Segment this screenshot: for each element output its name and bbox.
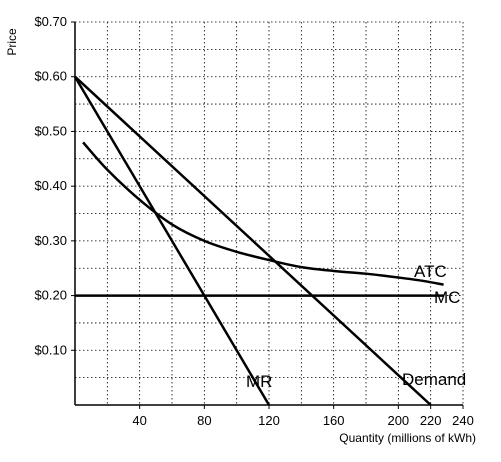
mc-label: MC [434,288,460,307]
tick-labels: $0.10 $0.20 $0.30 $0.40 $0.50 $0.60 $0.70 40 80 1… [34,14,473,428]
x-tick-label: 200 [387,413,409,428]
x-tick-label: 160 [323,413,345,428]
demand-label: Demand [402,370,466,389]
atc-label: ATC [414,262,447,281]
demand-curve [74,75,432,406]
atc-curve [82,141,444,286]
curve-labels: ATC MC MR Demand [246,262,466,391]
grid [75,21,464,405]
x-tick-label: 120 [258,413,280,428]
series-lines [73,75,444,406]
y-tick-label: $0.70 [34,14,67,29]
y-tick-label: $0.40 [34,178,67,193]
x-tick-label: 220 [420,413,442,428]
y-tick-label: $0.20 [34,288,67,303]
y-axis-title: Price [5,28,19,56]
y-tick-label: $0.10 [34,342,67,357]
y-tick-label: $0.30 [34,233,67,248]
y-tick-label: $0.60 [34,69,67,84]
y-tick-label: $0.50 [34,123,67,138]
mr-curve [73,76,271,406]
x-axis-title: Quantity (millions of kWh) [339,431,476,445]
mr-label: MR [246,372,272,391]
x-tick-label: 40 [132,413,146,428]
axis-titles: Price Quantity (millions of kWh) [5,28,476,445]
x-tick-label: 240 [452,413,474,428]
x-tick-label: 80 [197,413,211,428]
